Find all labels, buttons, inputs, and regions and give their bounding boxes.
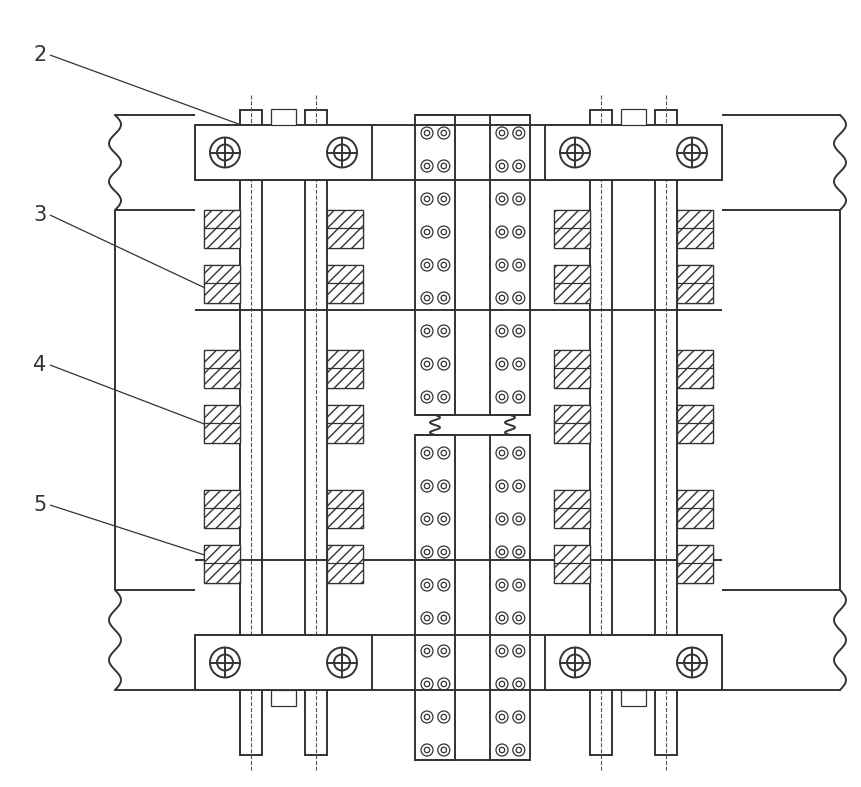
Bar	[326, 490, 362, 510]
Bar	[305, 110, 326, 755]
Bar	[204, 265, 239, 285]
Bar	[676, 368, 712, 388]
Bar	[554, 368, 589, 388]
Bar	[270, 690, 295, 706]
Bar	[554, 265, 589, 303]
Bar	[554, 545, 589, 583]
Bar	[676, 210, 712, 248]
Bar	[326, 265, 362, 285]
Bar	[270, 109, 295, 125]
Bar	[544, 125, 722, 180]
Bar	[554, 228, 589, 248]
Bar	[554, 405, 589, 425]
Bar	[326, 210, 362, 248]
Bar	[204, 210, 239, 230]
Bar	[326, 265, 362, 303]
Bar	[204, 368, 239, 388]
Bar	[414, 115, 455, 415]
Bar	[239, 110, 262, 755]
Bar	[204, 283, 239, 303]
Bar	[676, 423, 712, 443]
Bar	[554, 545, 589, 565]
Bar	[204, 508, 239, 528]
Bar	[676, 350, 712, 388]
Bar	[326, 350, 362, 370]
Bar	[204, 350, 239, 370]
Bar	[554, 508, 589, 528]
Bar	[326, 405, 362, 443]
Bar	[326, 368, 362, 388]
Bar	[676, 265, 712, 285]
Bar	[676, 545, 712, 565]
Bar	[204, 405, 239, 443]
Bar	[676, 563, 712, 583]
Bar	[554, 283, 589, 303]
Bar	[676, 508, 712, 528]
Bar	[326, 228, 362, 248]
Bar	[554, 405, 589, 443]
Bar	[676, 228, 712, 248]
Bar	[204, 228, 239, 248]
Bar	[554, 265, 589, 285]
Bar	[204, 490, 239, 510]
Bar	[414, 435, 455, 760]
Bar	[554, 423, 589, 443]
Bar	[326, 283, 362, 303]
Bar	[204, 405, 239, 425]
Bar	[204, 210, 239, 248]
Bar	[676, 545, 712, 583]
Bar	[554, 210, 589, 248]
Bar	[326, 545, 362, 565]
Bar	[654, 110, 676, 755]
Bar	[204, 423, 239, 443]
Bar	[204, 545, 239, 565]
Bar	[676, 490, 712, 528]
Bar	[326, 563, 362, 583]
Bar	[326, 508, 362, 528]
Text: 4: 4	[34, 355, 46, 375]
Bar	[589, 110, 611, 755]
Bar	[554, 350, 589, 388]
Bar	[326, 210, 362, 230]
Bar	[544, 635, 722, 690]
Bar	[204, 350, 239, 388]
Bar	[554, 490, 589, 528]
Text: 5: 5	[34, 495, 46, 515]
Text: 3: 3	[34, 205, 46, 225]
Bar	[195, 125, 372, 180]
Bar	[676, 265, 712, 303]
Bar	[204, 265, 239, 303]
Bar	[620, 109, 645, 125]
Bar	[676, 283, 712, 303]
Bar	[204, 563, 239, 583]
Bar	[676, 210, 712, 230]
Bar	[326, 490, 362, 528]
Bar	[326, 423, 362, 443]
Bar	[554, 210, 589, 230]
Text: 2: 2	[34, 45, 46, 65]
Bar	[326, 545, 362, 583]
Bar	[204, 490, 239, 528]
Bar	[676, 405, 712, 443]
Bar	[676, 405, 712, 425]
Bar	[489, 435, 530, 760]
Bar	[554, 563, 589, 583]
Bar	[554, 350, 589, 370]
Bar	[620, 690, 645, 706]
Bar	[326, 350, 362, 388]
Bar	[326, 405, 362, 425]
Bar	[676, 350, 712, 370]
Bar	[195, 635, 372, 690]
Bar	[554, 490, 589, 510]
Bar	[489, 115, 530, 415]
Bar	[204, 545, 239, 583]
Bar	[676, 490, 712, 510]
